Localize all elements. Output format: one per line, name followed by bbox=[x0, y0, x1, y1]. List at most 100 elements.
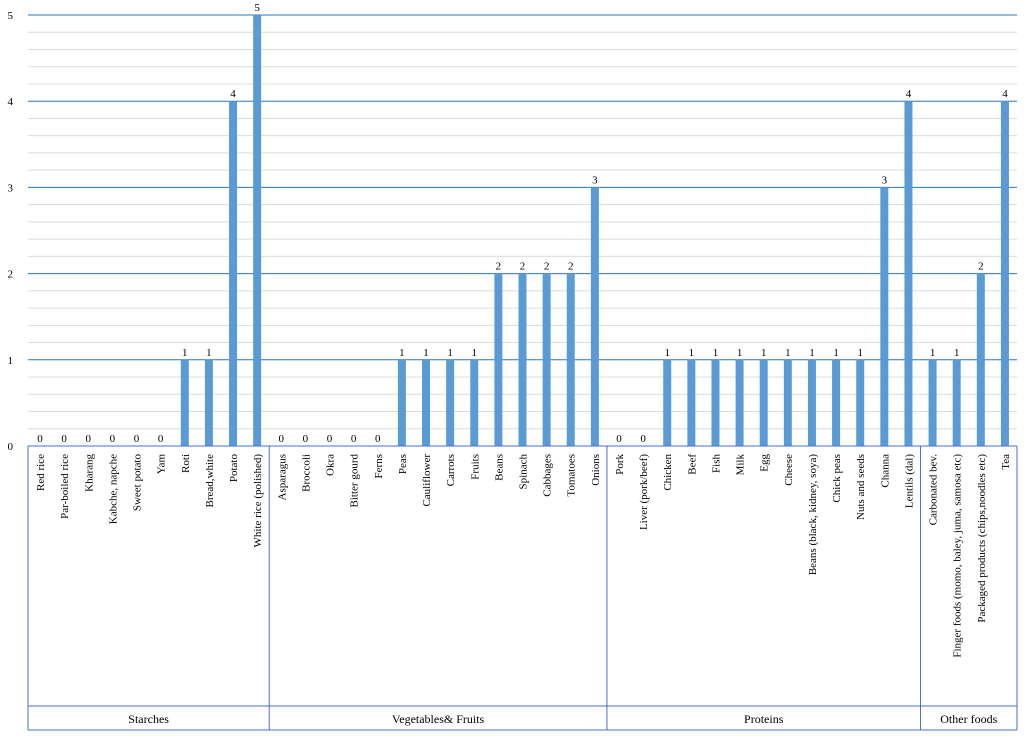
bar bbox=[1000, 101, 1009, 446]
x-tick-label: Broccoli bbox=[300, 454, 312, 492]
y-tick-label: 1 bbox=[8, 355, 14, 367]
group-label: Starches bbox=[128, 712, 169, 726]
data-label: 1 bbox=[447, 347, 453, 359]
x-tick-label: Lentils (dal) bbox=[903, 454, 915, 508]
data-label: 0 bbox=[86, 433, 92, 445]
x-tick-label: Bread,white bbox=[204, 454, 216, 508]
data-label: 0 bbox=[640, 433, 646, 445]
x-tick-label: Spinach bbox=[518, 454, 530, 490]
x-tick-label: Fish bbox=[710, 454, 722, 473]
x-tick-label: Channa bbox=[879, 454, 891, 488]
data-label: 0 bbox=[616, 433, 622, 445]
data-label: 2 bbox=[544, 261, 550, 273]
bar bbox=[880, 187, 889, 446]
bar bbox=[494, 273, 503, 446]
data-label: 4 bbox=[1002, 88, 1008, 100]
bars bbox=[180, 15, 1009, 446]
x-tick-label: Milk bbox=[735, 454, 747, 476]
bar bbox=[518, 273, 527, 446]
data-label: 1 bbox=[472, 347, 478, 359]
data-label: 1 bbox=[713, 347, 719, 359]
x-tick-label: Beef bbox=[686, 454, 698, 475]
data-label: 1 bbox=[664, 347, 670, 359]
x-tick-label: Yam bbox=[156, 454, 168, 475]
bar bbox=[952, 359, 961, 446]
bar bbox=[759, 359, 768, 446]
data-label: 0 bbox=[158, 433, 164, 445]
data-label: 0 bbox=[279, 433, 285, 445]
bar bbox=[446, 359, 455, 446]
data-label: 1 bbox=[785, 347, 791, 359]
x-tick-label: Pork bbox=[614, 454, 626, 475]
axes bbox=[27, 445, 1018, 731]
x-tick-label: Cauliflower bbox=[421, 454, 433, 507]
y-tick-label: 3 bbox=[8, 182, 14, 194]
x-tick-label: Ferns bbox=[373, 454, 385, 478]
data-labels: 0 0 0 0 0 0 1 1 4 5 0 0 0 0 0 1 1 1 1 2 2 2 2 3 0 0 1 1 1 1 1 1 1 1 1 3 4 1 1 2… bbox=[37, 2, 1008, 445]
data-label: 0 bbox=[327, 433, 333, 445]
data-label: 0 bbox=[134, 433, 140, 445]
bar bbox=[180, 359, 189, 446]
x-tick-label: Carbonated bev. bbox=[928, 454, 940, 526]
data-label: 1 bbox=[857, 347, 863, 359]
data-label: 5 bbox=[254, 2, 260, 14]
x-tick-label: Beans (black, kidney, soya) bbox=[807, 454, 819, 576]
y-tick-label: 2 bbox=[8, 269, 14, 281]
group-label: Proteins bbox=[744, 712, 784, 726]
bar bbox=[783, 359, 792, 446]
x-tick-label: Sweet potato bbox=[132, 454, 144, 512]
x-tick-label: Chick peas bbox=[831, 454, 843, 503]
x-tick-label: Finger foods (momo, baley, juma, samosa … bbox=[952, 454, 964, 658]
bar bbox=[397, 359, 406, 446]
x-tick-label: Egg bbox=[759, 454, 771, 472]
x-tick-label: Red rice bbox=[35, 454, 47, 491]
bar bbox=[542, 273, 551, 446]
bar bbox=[711, 359, 720, 446]
x-tick-label: Bitter gourd bbox=[349, 454, 361, 508]
bar bbox=[470, 359, 479, 446]
data-label: 2 bbox=[978, 261, 984, 273]
x-tick-label: Liver (pork/beef) bbox=[638, 454, 650, 530]
x-tick-label: Kabche, napche bbox=[107, 454, 119, 524]
data-label: 1 bbox=[399, 347, 405, 359]
x-tick-label: Onions bbox=[590, 454, 602, 486]
data-label: 0 bbox=[61, 433, 67, 445]
data-label: 0 bbox=[37, 433, 43, 445]
x-tick-label: Kharang bbox=[83, 454, 95, 492]
x-tick-label: Potato bbox=[228, 454, 240, 483]
data-label: 2 bbox=[568, 261, 574, 273]
bar bbox=[928, 359, 937, 446]
data-label: 1 bbox=[833, 347, 839, 359]
x-tick-label: Nuts and seeds bbox=[855, 454, 867, 520]
data-label: 1 bbox=[689, 347, 695, 359]
data-label: 0 bbox=[351, 433, 357, 445]
bar bbox=[204, 359, 213, 446]
data-label: 0 bbox=[110, 433, 116, 445]
bar bbox=[976, 273, 985, 446]
x-tick-label: Carrots bbox=[445, 454, 457, 486]
data-label: 4 bbox=[906, 88, 912, 100]
y-tick-label: 5 bbox=[8, 10, 14, 22]
bar bbox=[590, 187, 599, 446]
x-tick-label: Tea bbox=[1000, 454, 1012, 470]
group-label: Vegetables& Fruits bbox=[392, 712, 485, 726]
data-label: 3 bbox=[882, 174, 888, 186]
group-label: Other foods bbox=[940, 712, 997, 726]
bar bbox=[807, 359, 816, 446]
bar bbox=[687, 359, 696, 446]
data-label: 1 bbox=[206, 347, 212, 359]
bar bbox=[663, 359, 672, 446]
x-tick-label: Peas bbox=[397, 454, 409, 474]
bar bbox=[904, 101, 913, 446]
bar bbox=[832, 359, 841, 446]
x-tick-label: Beans bbox=[493, 454, 505, 481]
bar bbox=[253, 15, 262, 446]
x-tick-label: Packaged products (chips,noodles etc) bbox=[976, 454, 988, 623]
x-tick-label: Roti bbox=[180, 454, 192, 473]
x-tick-labels: Red rice Par-boiled rice Kharang Kabche, na… bbox=[35, 454, 1012, 658]
data-label: 1 bbox=[930, 347, 936, 359]
x-tick-label: Asparagus bbox=[276, 454, 288, 500]
bar bbox=[422, 359, 431, 446]
